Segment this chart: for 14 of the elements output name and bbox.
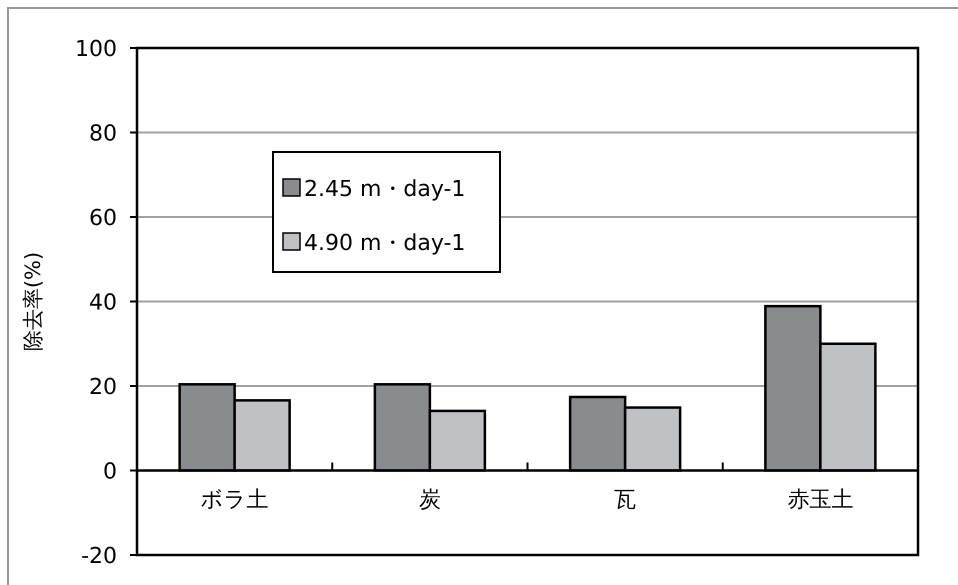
x-tick-label: 瓦	[614, 488, 636, 512]
y-tick-label: 60	[89, 206, 117, 231]
x-tick-label: ボラ土	[200, 488, 269, 512]
y-tick-label: 80	[89, 122, 117, 146]
legend-label: 2.45 m・day-1	[304, 177, 466, 202]
y-tick-label: 40	[89, 290, 117, 316]
y-tick-label: 100	[75, 37, 117, 62]
y-axis-title: 除去率(%)	[21, 252, 45, 352]
y-tick-label: 0	[103, 460, 117, 484]
y-tick-label: -20	[81, 544, 117, 569]
x-tick-label: 炭	[418, 488, 441, 512]
legend-label: 4.90 m・day-1	[304, 231, 466, 256]
y-tick-label: 20	[89, 375, 117, 400]
x-tick-label: 赤玉土	[787, 488, 854, 512]
